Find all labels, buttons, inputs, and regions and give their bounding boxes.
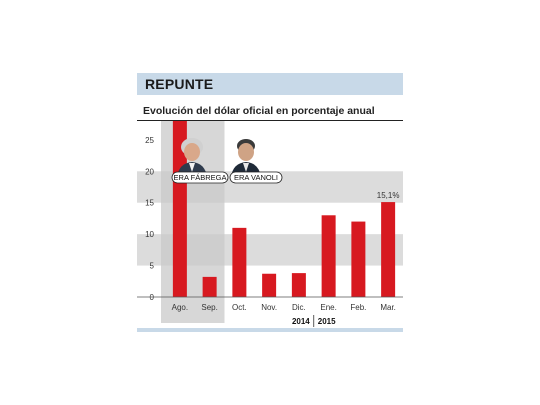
bar-Oct. (232, 227, 247, 297)
vanoli-portrait (231, 139, 261, 177)
y-tick-label: 25 (145, 136, 154, 145)
bar-Ene. (321, 215, 336, 297)
chart-title: Evolución del dólar oficial en porcentaj… (143, 105, 375, 117)
bottom-bar (137, 328, 403, 332)
x-axis-labels: Ago. Sep. Oct. Nov. Dic. Ene. Feb. Mar. (172, 303, 396, 312)
svg-text:ERA VANOLI: ERA VANOLI (234, 173, 278, 182)
svg-text:ERA FÁBREGA: ERA FÁBREGA (174, 173, 227, 182)
label-era-fabrega: ERA FÁBREGA (171, 171, 229, 184)
bar-Sep. (202, 276, 217, 297)
x-tick-label: Sep. (201, 303, 217, 312)
x-tick-label: Ago. (172, 303, 188, 312)
y-tick-label: 20 (145, 167, 154, 176)
x-tick-label: Nov. (261, 303, 277, 312)
year-labels: 2014 2015 (292, 315, 336, 327)
page-title: REPUNTE (145, 76, 214, 92)
x-tick-label: Dic. (292, 303, 306, 312)
y-tick-label: 0 (150, 293, 155, 302)
bar-Feb. (351, 221, 366, 297)
y-axis-ticks: 0 5 10 15 20 25 (145, 136, 154, 302)
year-label-2014: 2014 (292, 317, 310, 326)
x-tick-label: Feb. (350, 303, 366, 312)
bar-Dic. (291, 273, 306, 297)
title-rule (137, 120, 403, 121)
y-tick-label: 15 (145, 199, 154, 208)
bar-chart: 0 5 10 15 20 25 Ago. Sep. Oct. Nov. Dic. Ene. Feb. M… (137, 121, 403, 327)
y-tick-label: 10 (145, 230, 154, 239)
bar-Nov. (262, 273, 277, 297)
x-tick-label: Oct. (232, 303, 247, 312)
y-tick-label: 5 (150, 262, 155, 271)
year-label-2015: 2015 (318, 317, 336, 326)
bar-Mar. (381, 202, 396, 297)
value-label-march: 15,1% (377, 191, 400, 200)
header-bar: REPUNTE (137, 73, 403, 95)
label-era-vanoli: ERA VANOLI (229, 171, 283, 184)
x-tick-label: Mar. (380, 303, 396, 312)
x-tick-label: Ene. (320, 303, 336, 312)
